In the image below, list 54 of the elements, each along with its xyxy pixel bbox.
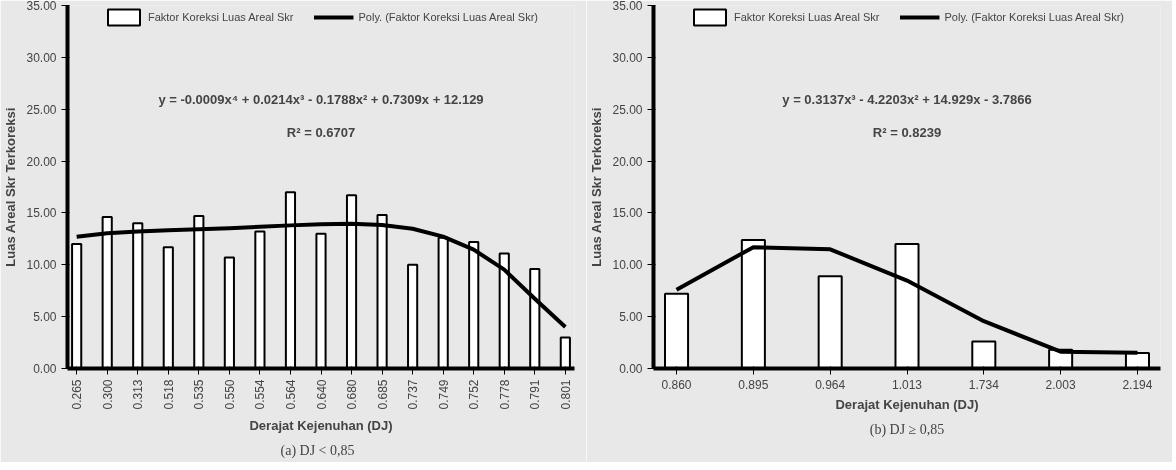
x-tick-label: 2.003 bbox=[1045, 377, 1076, 392]
x-tick-label: 0.964 bbox=[815, 377, 846, 392]
annotation: y = -0.0009x⁴ + 0.0214x³ - 0.1788x² + 0.7309x + 12.129 bbox=[158, 92, 484, 108]
y-tick-label: 0.00 bbox=[33, 362, 57, 376]
x-tick-label: 0.791 bbox=[528, 379, 543, 410]
x-tick-label: 0.265 bbox=[70, 379, 85, 410]
y-tick-label: 20.00 bbox=[26, 154, 57, 169]
x-tick-label: 0.313 bbox=[131, 379, 146, 410]
x-tick-label: 0.535 bbox=[192, 379, 207, 410]
y-tick-label: 15.00 bbox=[612, 206, 643, 221]
y-tick-label: 35.00 bbox=[612, 0, 643, 13]
x-tick-label: 0.680 bbox=[345, 379, 360, 410]
x-tick-label: 0.860 bbox=[661, 377, 692, 392]
x-tick-label: 1.734 bbox=[968, 377, 1000, 392]
annotation: R² = 0.6707 bbox=[286, 124, 356, 140]
x-tick-label: 0.737 bbox=[406, 379, 421, 410]
text: (a) DJ < 0,85 bbox=[280, 442, 355, 459]
x-tick-label: 0.300 bbox=[100, 379, 115, 410]
x-tick-label: 0.778 bbox=[497, 379, 512, 410]
y-tick-label: 5.00 bbox=[33, 310, 57, 325]
y-tick-label: 30.00 bbox=[26, 50, 57, 65]
y-tick-label: 30.00 bbox=[612, 50, 643, 65]
legend-label: Faktor Koreksi Luas Areal Skr bbox=[733, 11, 880, 23]
x-tick-label: 0.640 bbox=[314, 379, 329, 410]
x-tick-label: 0.550 bbox=[222, 379, 237, 410]
y-tick-label: 35.00 bbox=[26, 0, 57, 13]
legend-label: Faktor Koreksi Luas Areal Skr bbox=[147, 11, 294, 23]
y-tick-label: 15.00 bbox=[26, 206, 57, 221]
y-tick-label: 5.00 bbox=[619, 310, 643, 325]
y-tick-label: 20.00 bbox=[612, 154, 643, 169]
y-tick-label: 25.00 bbox=[26, 102, 57, 117]
x-tick-label: 0.895 bbox=[738, 377, 769, 392]
annotation: y = 0.3137x³ - 4.2203x² + 14.929x - 3.7866 bbox=[782, 92, 1032, 108]
annotation: R² = 0.8239 bbox=[872, 124, 942, 140]
x-tick-label: 0.518 bbox=[161, 379, 176, 410]
x-tick-label: 0.749 bbox=[436, 379, 451, 410]
y-tick-label: 10.00 bbox=[26, 258, 57, 273]
y-tick-label: 0.00 bbox=[619, 362, 643, 376]
legend-label: Poly. (Faktor Koreksi Luas Areal Skr) bbox=[944, 11, 1125, 23]
x-axis-title: Derajat Kejenuhan (DJ) bbox=[249, 417, 393, 433]
y-tick-label: 10.00 bbox=[612, 258, 643, 273]
x-tick-label: 0.554 bbox=[253, 379, 268, 410]
x-tick-label: 0.564 bbox=[283, 379, 298, 410]
x-tick-label: 2.194 bbox=[1122, 377, 1153, 392]
x-tick-label: 0.752 bbox=[467, 379, 482, 410]
y-tick-label: 25.00 bbox=[612, 102, 643, 117]
x-tick-label: 1.013 bbox=[891, 377, 923, 392]
x-tick-label: 0.801 bbox=[558, 379, 573, 410]
text: (b) DJ ≥ 0,85 bbox=[869, 421, 945, 438]
x-tick-label: 0.685 bbox=[375, 379, 390, 410]
y-axis-title: Luas Areal Skr Terkoreksi bbox=[589, 107, 605, 267]
y-axis-title: Luas Areal Skr Terkoreksi bbox=[3, 107, 19, 267]
x-axis-title: Derajat Kejenuhan (DJ) bbox=[835, 396, 979, 412]
legend-label: Poly. (Faktor Koreksi Luas Areal Skr) bbox=[358, 11, 539, 23]
